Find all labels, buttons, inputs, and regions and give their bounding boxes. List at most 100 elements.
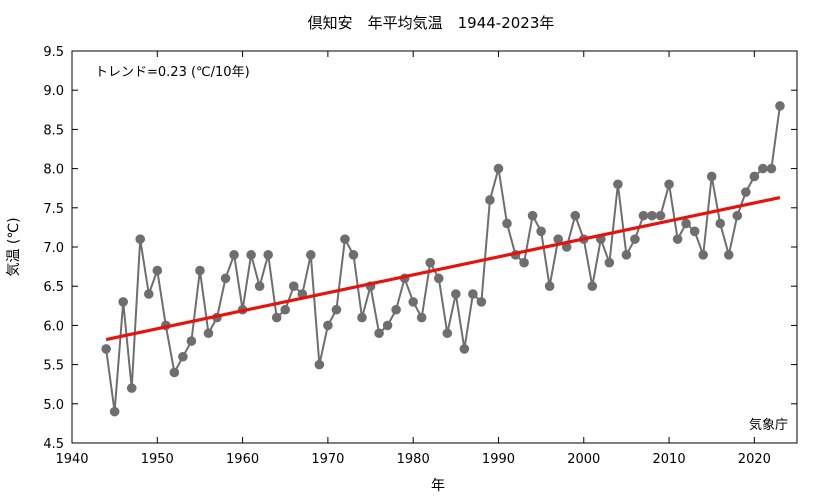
temperature-point [340, 234, 350, 244]
temperature-point [587, 281, 598, 292]
temperature-point [664, 179, 674, 190]
y-tick-label: 6.0 [43, 319, 64, 334]
temperature-point [715, 218, 726, 229]
temperature-point [408, 297, 418, 307]
temperature-point [681, 218, 691, 229]
temperature-point [647, 210, 657, 221]
source-label: 気象庁 [749, 417, 788, 433]
temperature-point [493, 163, 504, 174]
trend-label: トレンド=0.23 (℃/10年) [95, 65, 250, 80]
temperature-point [519, 257, 529, 268]
temperature-point [220, 273, 231, 284]
temperature-point [655, 210, 666, 221]
temperature-point [630, 234, 640, 244]
y-tick-label: 5.0 [43, 398, 64, 413]
x-tick-label: 2020 [738, 452, 771, 467]
temperature-point [706, 171, 717, 182]
temperature-point [109, 406, 120, 417]
x-tick-label: 1980 [397, 452, 430, 467]
y-tick-label: 8.5 [43, 123, 64, 138]
x-tick-label: 1970 [311, 452, 344, 467]
x-tick-label: 2000 [567, 452, 600, 467]
temperature-point [433, 273, 444, 284]
temperature-point [604, 257, 615, 268]
plot-frame [71, 50, 798, 444]
temperature-point [135, 234, 146, 244]
temperature-point [698, 250, 708, 260]
chart-title: 倶知安 年平均気温 1944-2023年 [308, 14, 555, 32]
temperature-point [459, 344, 470, 354]
y-tick-label: 8.0 [43, 163, 64, 178]
temperature-point [468, 289, 478, 299]
temperature-point [544, 281, 555, 292]
temperature-point [570, 210, 581, 221]
temperature-point [118, 297, 128, 307]
temperature-point [229, 250, 239, 260]
x-tick-label: 1940 [55, 452, 88, 467]
temperature-point [203, 328, 214, 339]
temperature-point [723, 250, 734, 260]
temperature-line [105, 105, 781, 412]
temperature-point [638, 210, 649, 221]
temperature-point [271, 312, 282, 323]
temperature-point [288, 281, 299, 292]
y-axis-label: 気温 (℃) [6, 217, 22, 276]
temperature-point [280, 304, 291, 315]
temperature-point [732, 210, 743, 221]
temperature-point [775, 101, 785, 111]
y-tick-label: 4.5 [43, 437, 64, 452]
temperature-point [476, 297, 487, 307]
temperature-point [374, 328, 384, 339]
y-tick-label: 5.5 [43, 359, 64, 374]
x-tick-label: 2010 [653, 452, 686, 467]
temperature-point [195, 265, 205, 276]
temperature-point [254, 281, 265, 292]
y-tick-label: 6.5 [43, 280, 64, 295]
temperature-point [766, 163, 777, 174]
temperature-point [749, 171, 760, 182]
temperature-point [331, 304, 342, 315]
x-axis-label: 年 [431, 478, 445, 494]
x-tick-label: 1960 [226, 452, 259, 467]
temperature-point [143, 289, 154, 299]
temperature-point [126, 383, 137, 393]
temperature-point [246, 250, 256, 260]
temperature-point [502, 218, 512, 229]
temperature-point [178, 351, 188, 362]
temperature-point [442, 328, 453, 339]
temperature-point [689, 226, 700, 237]
temperature-point [169, 367, 180, 378]
axes: 4.5 5.0 5.5 6.0 6.5 7.0 7.5 8.0 8.5 9.0 9.5 1940 195… [43, 45, 798, 467]
temperature-point [485, 195, 495, 205]
y-tick-label: 9.0 [43, 84, 64, 99]
temperature-point [263, 250, 273, 260]
trend-line [105, 196, 781, 342]
temperature-point [672, 234, 683, 244]
y-tick-label: 7.5 [43, 202, 64, 217]
temperature-point [348, 250, 359, 260]
temperature-point [391, 304, 401, 315]
temperature-point [382, 320, 393, 331]
temperature-point [621, 250, 632, 260]
temperature-point [451, 289, 461, 299]
temperature-point [314, 359, 325, 370]
temperature-point [425, 257, 436, 268]
temperature-point [152, 265, 163, 276]
temperature-point [186, 336, 197, 346]
x-tick-label: 1950 [141, 452, 174, 467]
y-tick-label: 7.0 [43, 241, 64, 256]
temperature-point [357, 312, 367, 323]
temperature-point [553, 234, 563, 244]
temperature-point [306, 250, 316, 260]
temperature-point [536, 226, 546, 237]
temperature-point [527, 210, 538, 221]
temperature-point [101, 344, 111, 354]
y-tick-label: 9.5 [43, 45, 64, 60]
plot-marks [101, 101, 785, 417]
temperature-point [323, 320, 333, 331]
temperature-point [613, 179, 623, 190]
x-tick-label: 1990 [482, 452, 515, 467]
temperature-point [741, 187, 751, 197]
